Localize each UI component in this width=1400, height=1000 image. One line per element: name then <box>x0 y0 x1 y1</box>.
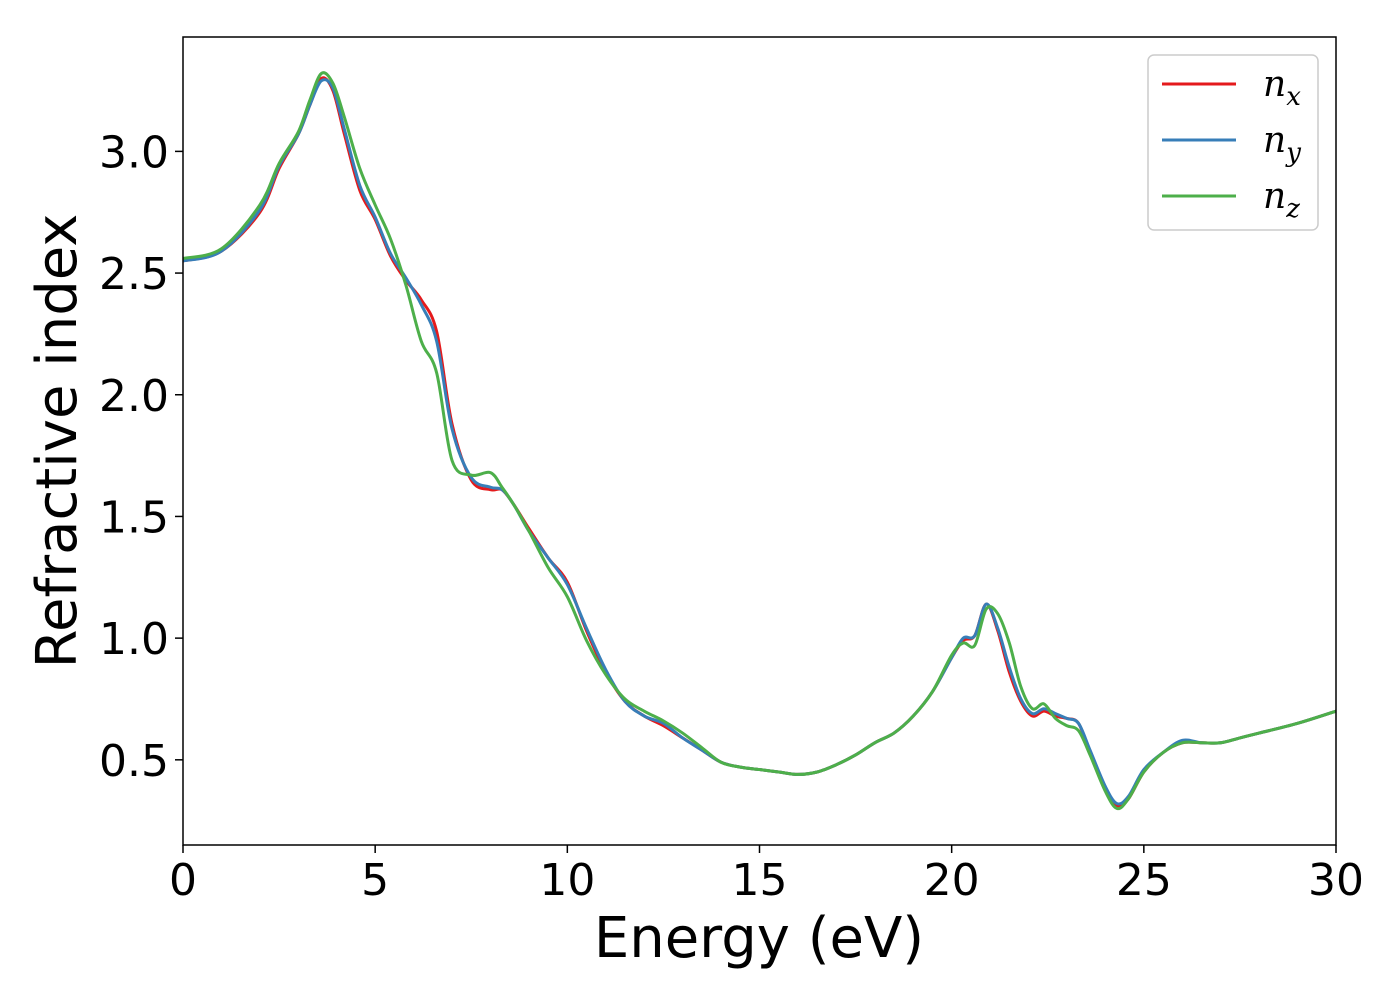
legend-label-y: ny <box>1263 120 1301 168</box>
x-axis-title: Energy (eV) <box>594 906 924 971</box>
y-axis-ticks: 0.5 1.0 1.5 2.0 2.5 3.0 <box>99 127 183 787</box>
y-tick-label: 1.0 <box>99 614 169 665</box>
legend-label-z: nz <box>1263 176 1300 224</box>
x-tick-label: 10 <box>539 855 595 906</box>
x-tick-label: 20 <box>924 855 980 906</box>
legend-box <box>1147 54 1319 231</box>
x-tick-label: 25 <box>1116 855 1172 906</box>
x-tick-label: 15 <box>732 855 788 906</box>
y-tick-label: 2.5 <box>99 249 169 300</box>
y-tick-label: 1.5 <box>99 492 169 543</box>
x-tick-label: 0 <box>169 855 197 906</box>
y-tick-label: 0.5 <box>99 736 169 787</box>
series-line-z <box>183 71 1336 811</box>
y-axis-title: Refractive index <box>25 214 90 669</box>
y-tick-label: 3.0 <box>99 127 169 178</box>
y-tick-label: 2.0 <box>99 371 169 422</box>
x-tick-label: 5 <box>361 855 389 906</box>
series-layer <box>183 71 1336 811</box>
x-axis-ticks: 0 5 10 15 20 25 30 <box>169 845 1364 906</box>
legend: nx ny nz <box>1147 54 1319 231</box>
legend-label-x: nx <box>1263 64 1301 112</box>
x-tick-label: 30 <box>1308 855 1364 906</box>
